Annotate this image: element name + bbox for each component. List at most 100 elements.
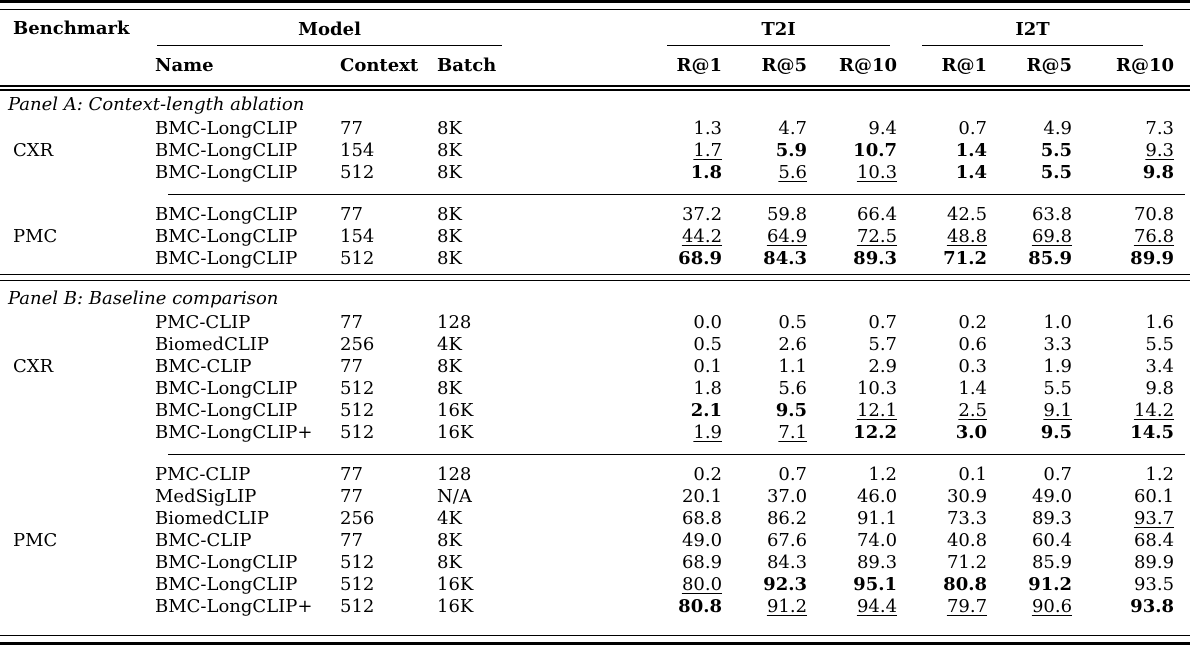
table-row: BiomedCLIP 256 4K 68.8 86.2 91.1 73.3 89.3 93.7 (0, 508, 1190, 530)
context-cell: 256 (340, 508, 375, 529)
batch-cell: 16K (437, 596, 474, 617)
metric-value-cell: 80.8 (555, 596, 730, 618)
metric-value: 71.2 (946, 552, 988, 573)
metric-value-cell: 68.4 (1080, 530, 1190, 552)
metric-value-cell: 67.6 (730, 530, 815, 552)
metric-value-cell: 89.3 (815, 248, 905, 270)
metric-value: 5.5 (1043, 378, 1073, 399)
metric-value: 68.9 (681, 552, 723, 573)
t2i-group-label: T2I (667, 19, 891, 46)
metric-value-cell: 76.8 (1080, 226, 1190, 248)
metric-value-cell: 80.8 (905, 574, 995, 596)
metric-value: 2.9 (868, 356, 898, 377)
metric-value: 9.8 (1145, 378, 1175, 399)
metric-value-cell: 59.8 (730, 204, 815, 226)
metric-value: 89.9 (1133, 552, 1175, 573)
metric-value: 5.5 (1145, 334, 1175, 355)
table-top-rule (0, 0, 1190, 10)
metric-value-cell: 5.5 (1080, 334, 1190, 356)
header-sub-row: Name Context Batch R@1 R@5 R@10 R@1 R@5 … (0, 46, 1190, 91)
metric-value-cell: 40.8 (905, 530, 995, 552)
group-separator-rule-cell (0, 444, 1190, 464)
metric-value-cell: 1.6 (1080, 312, 1190, 334)
table-row: PMC BMC-LongCLIP 154 8K 44.2 64.9 72.5 48.8 69.8… (0, 226, 1190, 248)
metric-value-cell: 7.3 (1080, 118, 1190, 140)
metric-value: 3.3 (1043, 334, 1073, 355)
metric-value-cell: 0.7 (730, 464, 815, 486)
metric-value-cell: 4.7 (730, 118, 815, 140)
metric-value: 42.5 (946, 204, 988, 225)
batch-cell: 4K (437, 334, 462, 355)
metric-value-cell: 49.0 (555, 530, 730, 552)
benchmark-cell (0, 464, 155, 486)
metric-value: 1.2 (868, 464, 898, 485)
metric-value: 3.4 (1145, 356, 1175, 377)
col-header-batch: Batch (430, 46, 556, 91)
table-body: Panel A: Context-length ablation BMC-Long… (0, 88, 1190, 618)
batch-cell: 128 (437, 312, 472, 333)
metric-value: 0.0 (693, 312, 723, 333)
metric-value-cell: 89.3 (815, 552, 905, 574)
metric-value-cell: 84.3 (730, 552, 815, 574)
metric-value-cell: 93.5 (1080, 574, 1190, 596)
metric-value: 68.4 (1133, 530, 1175, 551)
metric-value-cell: 86.2 (730, 508, 815, 530)
metric-value-cell: 14.5 (1080, 422, 1190, 444)
batch-cell: 8K (437, 552, 462, 573)
metric-value-cell: 1.2 (815, 464, 905, 486)
metric-value: 30.9 (946, 486, 988, 507)
metric-value: 5.5 (1040, 162, 1073, 183)
metric-value-cell: 9.1 (995, 400, 1080, 422)
metric-value-cell: 5.7 (815, 334, 905, 356)
context-cell: 77 (340, 118, 363, 139)
metric-value-cell: 68.9 (555, 552, 730, 574)
batch-cell: 8K (437, 118, 462, 139)
table-row: PMC BMC-CLIP 77 8K 49.0 67.6 74.0 40.8 60.4 68.4 (0, 530, 1190, 552)
metric-value: 80.8 (678, 596, 723, 617)
metric-value-cell: 9.8 (1080, 378, 1190, 400)
metric-value-cell: 80.0 (555, 574, 730, 596)
model-name-cell: BMC-LongCLIP (155, 162, 298, 183)
metric-value: 9.8 (1142, 162, 1175, 183)
metric-value: 68.8 (681, 508, 723, 529)
batch-cell: 128 (437, 464, 472, 485)
table-row: BMC-LongCLIP+ 512 16K 80.8 91.2 94.4 79.7 90.6 9… (0, 596, 1190, 618)
metric-value: 85.9 (1028, 248, 1073, 269)
metric-value-cell: 60.4 (995, 530, 1080, 552)
metric-value: 5.7 (868, 334, 898, 355)
metric-value-cell: 72.5 (815, 226, 905, 248)
metric-value-cell: 0.0 (555, 312, 730, 334)
metric-value-cell: 74.0 (815, 530, 905, 552)
metric-value-cell: 3.0 (905, 422, 995, 444)
col-header-t2i-r5: R@5 (730, 46, 816, 91)
batch-cell: 16K (437, 400, 474, 421)
context-cell: 77 (340, 530, 363, 551)
metric-value-cell: 5.5 (995, 378, 1080, 400)
benchmark-cell (0, 596, 155, 618)
metric-value: 4.9 (1043, 118, 1073, 139)
metric-value: 76.8 (1133, 226, 1175, 247)
context-cell: 512 (340, 378, 375, 399)
metric-value: 72.5 (856, 226, 898, 247)
table-row: CXR BMC-CLIP 77 8K 0.1 1.1 2.9 0.3 1.9 3.4 (0, 356, 1190, 378)
model-name-cell: BMC-LongCLIP (155, 248, 298, 269)
metric-value: 46.0 (856, 486, 898, 507)
panel-title-row: Panel B: Baseline comparison (0, 285, 1190, 312)
metric-value-cell: 44.2 (555, 226, 730, 248)
metric-value: 1.6 (1145, 312, 1175, 333)
model-name-cell: BMC-CLIP (155, 530, 252, 551)
metric-value-cell: 3.4 (1080, 356, 1190, 378)
metric-value-cell: 4.9 (995, 118, 1080, 140)
metric-value-cell: 5.9 (730, 140, 815, 162)
panel-separator-rule-line (0, 274, 1190, 281)
model-name-cell: BiomedCLIP (155, 508, 270, 529)
metric-value-cell: 9.8 (1080, 162, 1190, 184)
metric-value: 89.3 (853, 248, 898, 269)
metric-value: 0.1 (958, 464, 988, 485)
benchmark-cell (0, 312, 155, 334)
batch-cell: 8K (437, 356, 462, 377)
metric-value-cell: 92.3 (730, 574, 815, 596)
metric-value-cell: 91.2 (730, 596, 815, 618)
metric-value: 70.8 (1133, 204, 1175, 225)
